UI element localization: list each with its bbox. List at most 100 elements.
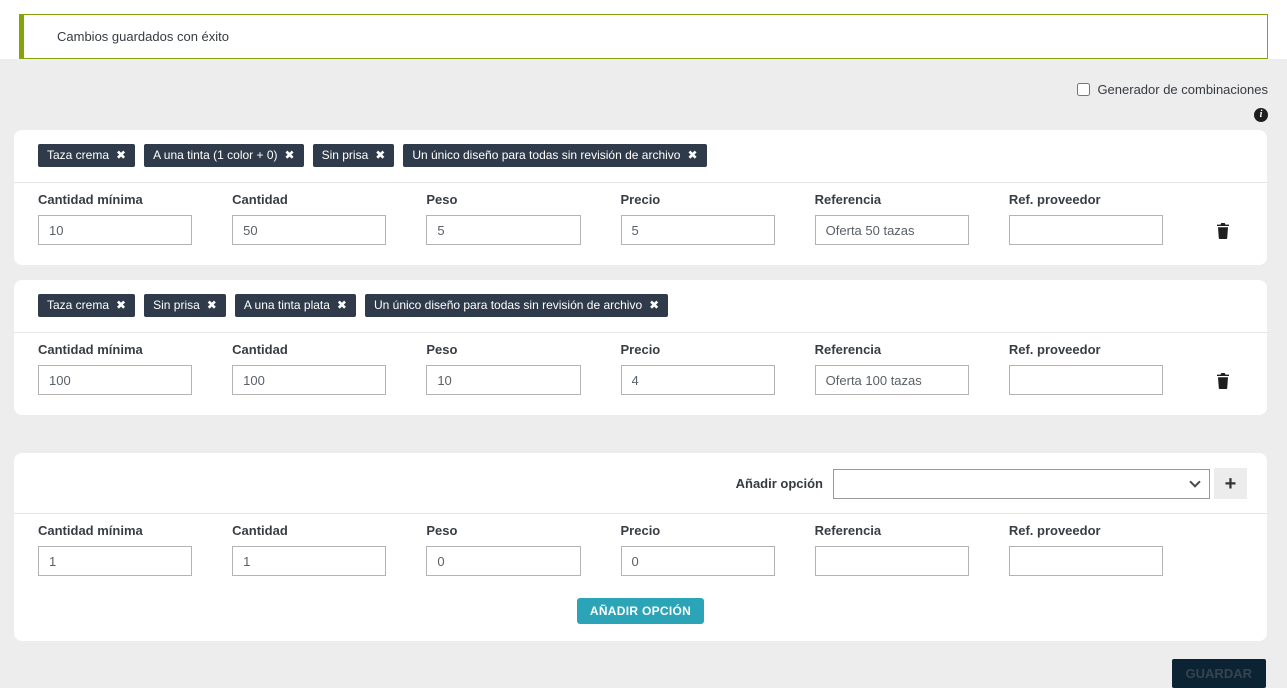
ref-proveedor-input[interactable] — [1008, 365, 1163, 395]
cantidad-input[interactable] — [232, 546, 387, 576]
ref-proveedor-input[interactable] — [1008, 546, 1163, 576]
peso-input[interactable] — [426, 546, 581, 576]
remove-tag-icon[interactable]: ✖ — [336, 298, 347, 312]
remove-tag-icon[interactable]: ✖ — [116, 148, 127, 162]
tag-label: Taza crema — [47, 298, 110, 312]
field-label: Ref. proveedor — [1008, 523, 1101, 538]
remove-tag-icon[interactable]: ✖ — [206, 298, 217, 312]
field-cantidad: Cantidad — [232, 192, 387, 245]
attribute-tag: Taza crema ✖ — [38, 294, 136, 317]
referencia-input[interactable] — [814, 215, 969, 245]
field-peso: Peso — [426, 342, 581, 395]
trash-cell — [1203, 523, 1243, 576]
tag-label: Sin prisa — [153, 298, 200, 312]
remove-tag-icon[interactable]: ✖ — [375, 148, 386, 162]
precio-input[interactable] — [620, 215, 775, 245]
field-precio: Precio — [620, 192, 775, 245]
field-label: Referencia — [814, 342, 882, 357]
field-label: Precio — [620, 192, 661, 207]
field-referencia: Referencia — [814, 192, 969, 245]
field-label: Referencia — [814, 523, 882, 538]
tag-label: Sin prisa — [321, 148, 369, 162]
combination-card: Taza crema ✖ A una tinta (1 color + 0) ✖… — [14, 130, 1267, 265]
combination-card: Taza crema ✖ Sin prisa ✖ A una tinta pla… — [14, 280, 1267, 415]
success-alert: Cambios guardados con éxito — [19, 14, 1268, 59]
precio-input[interactable] — [620, 365, 775, 395]
attribute-tag: A una tinta (1 color + 0) ✖ — [144, 144, 304, 167]
submit-row: AÑADIR OPCIÓN — [14, 596, 1267, 641]
field-label: Peso — [426, 192, 458, 207]
save-row: GUARDAR — [0, 641, 1287, 688]
card-divider — [14, 182, 1267, 183]
delete-combination-button[interactable] — [1214, 371, 1232, 394]
field-referencia: Referencia — [814, 523, 969, 576]
remove-tag-icon[interactable]: ✖ — [649, 298, 660, 312]
add-option-row: Añadir opción + — [14, 453, 1267, 513]
referencia-input[interactable] — [814, 365, 969, 395]
card-divider — [14, 513, 1267, 514]
remove-tag-icon[interactable]: ✖ — [284, 148, 295, 162]
combinations-generator-label: Generador de combinaciones — [1097, 82, 1268, 97]
field-cantidad-minima: Cantidad mínima — [38, 192, 193, 245]
success-alert-message: Cambios guardados con éxito — [57, 29, 229, 44]
add-option-select[interactable] — [833, 468, 1210, 499]
field-label: Cantidad mínima — [38, 342, 143, 357]
remove-tag-icon[interactable]: ✖ — [687, 148, 698, 162]
field-label: Precio — [620, 523, 661, 538]
field-label: Peso — [426, 523, 458, 538]
fields-row: Cantidad mínima Cantidad Peso Precio Ref… — [14, 514, 1267, 596]
field-peso: Peso — [426, 523, 581, 576]
trash-cell — [1203, 192, 1243, 245]
info-icon[interactable]: i — [1254, 108, 1268, 122]
field-label: Referencia — [814, 192, 882, 207]
add-option-submit-button[interactable]: AÑADIR OPCIÓN — [576, 598, 705, 624]
add-option-plus-button[interactable]: + — [1214, 468, 1247, 499]
fields-row: Cantidad mínima Cantidad Peso Precio Ref… — [14, 183, 1267, 265]
trash-icon — [1217, 223, 1229, 239]
ref-proveedor-input[interactable] — [1008, 215, 1163, 245]
save-button[interactable]: GUARDAR — [1171, 659, 1266, 688]
add-option-label: Añadir opción — [735, 476, 823, 491]
field-label: Cantidad — [232, 523, 288, 538]
cantidad-input[interactable] — [232, 365, 387, 395]
field-cantidad-minima: Cantidad mínima — [38, 523, 193, 576]
tag-label: A una tinta (1 color + 0) — [153, 148, 278, 162]
attribute-tag: Un único diseño para todas sin revisión … — [403, 144, 707, 167]
field-label: Cantidad mínima — [38, 192, 143, 207]
remove-tag-icon[interactable]: ✖ — [116, 298, 127, 312]
tags-row: Taza crema ✖ Sin prisa ✖ A una tinta pla… — [14, 280, 1267, 332]
page-header-strip: Cambios guardados con éxito — [0, 0, 1287, 59]
field-label: Ref. proveedor — [1008, 192, 1101, 207]
tag-label: Taza crema — [47, 148, 110, 162]
field-referencia: Referencia — [814, 342, 969, 395]
cantidad-minima-input[interactable] — [38, 546, 193, 576]
field-label: Cantidad — [232, 342, 288, 357]
peso-input[interactable] — [426, 365, 581, 395]
cantidad-minima-input[interactable] — [38, 365, 193, 395]
cantidad-minima-input[interactable] — [38, 215, 193, 245]
attribute-tag: Sin prisa ✖ — [312, 144, 395, 167]
new-combination-card: Añadir opción + Cantidad mínima Cantidad… — [14, 453, 1267, 641]
referencia-input[interactable] — [814, 546, 969, 576]
fields-row: Cantidad mínima Cantidad Peso Precio Ref… — [14, 333, 1267, 415]
combinations-generator-toggle[interactable]: Generador de combinaciones — [1077, 82, 1268, 97]
peso-input[interactable] — [426, 215, 581, 245]
field-ref-proveedor: Ref. proveedor — [1008, 192, 1163, 245]
precio-input[interactable] — [620, 546, 775, 576]
combinations-generator-checkbox[interactable] — [1077, 83, 1091, 96]
field-label: Cantidad — [232, 192, 288, 207]
cantidad-input[interactable] — [232, 215, 387, 245]
field-cantidad: Cantidad — [232, 342, 387, 395]
field-ref-proveedor: Ref. proveedor — [1008, 342, 1163, 395]
field-cantidad: Cantidad — [232, 523, 387, 576]
field-peso: Peso — [426, 192, 581, 245]
attribute-tag: Taza crema ✖ — [38, 144, 136, 167]
field-ref-proveedor: Ref. proveedor — [1008, 523, 1163, 576]
tag-label: Un único diseño para todas sin revisión … — [373, 298, 643, 312]
card-divider — [14, 332, 1267, 333]
field-label: Precio — [620, 342, 661, 357]
trash-icon — [1217, 373, 1229, 389]
delete-combination-button[interactable] — [1214, 221, 1232, 244]
field-label: Peso — [426, 342, 458, 357]
attribute-tag: A una tinta plata ✖ — [234, 294, 356, 317]
